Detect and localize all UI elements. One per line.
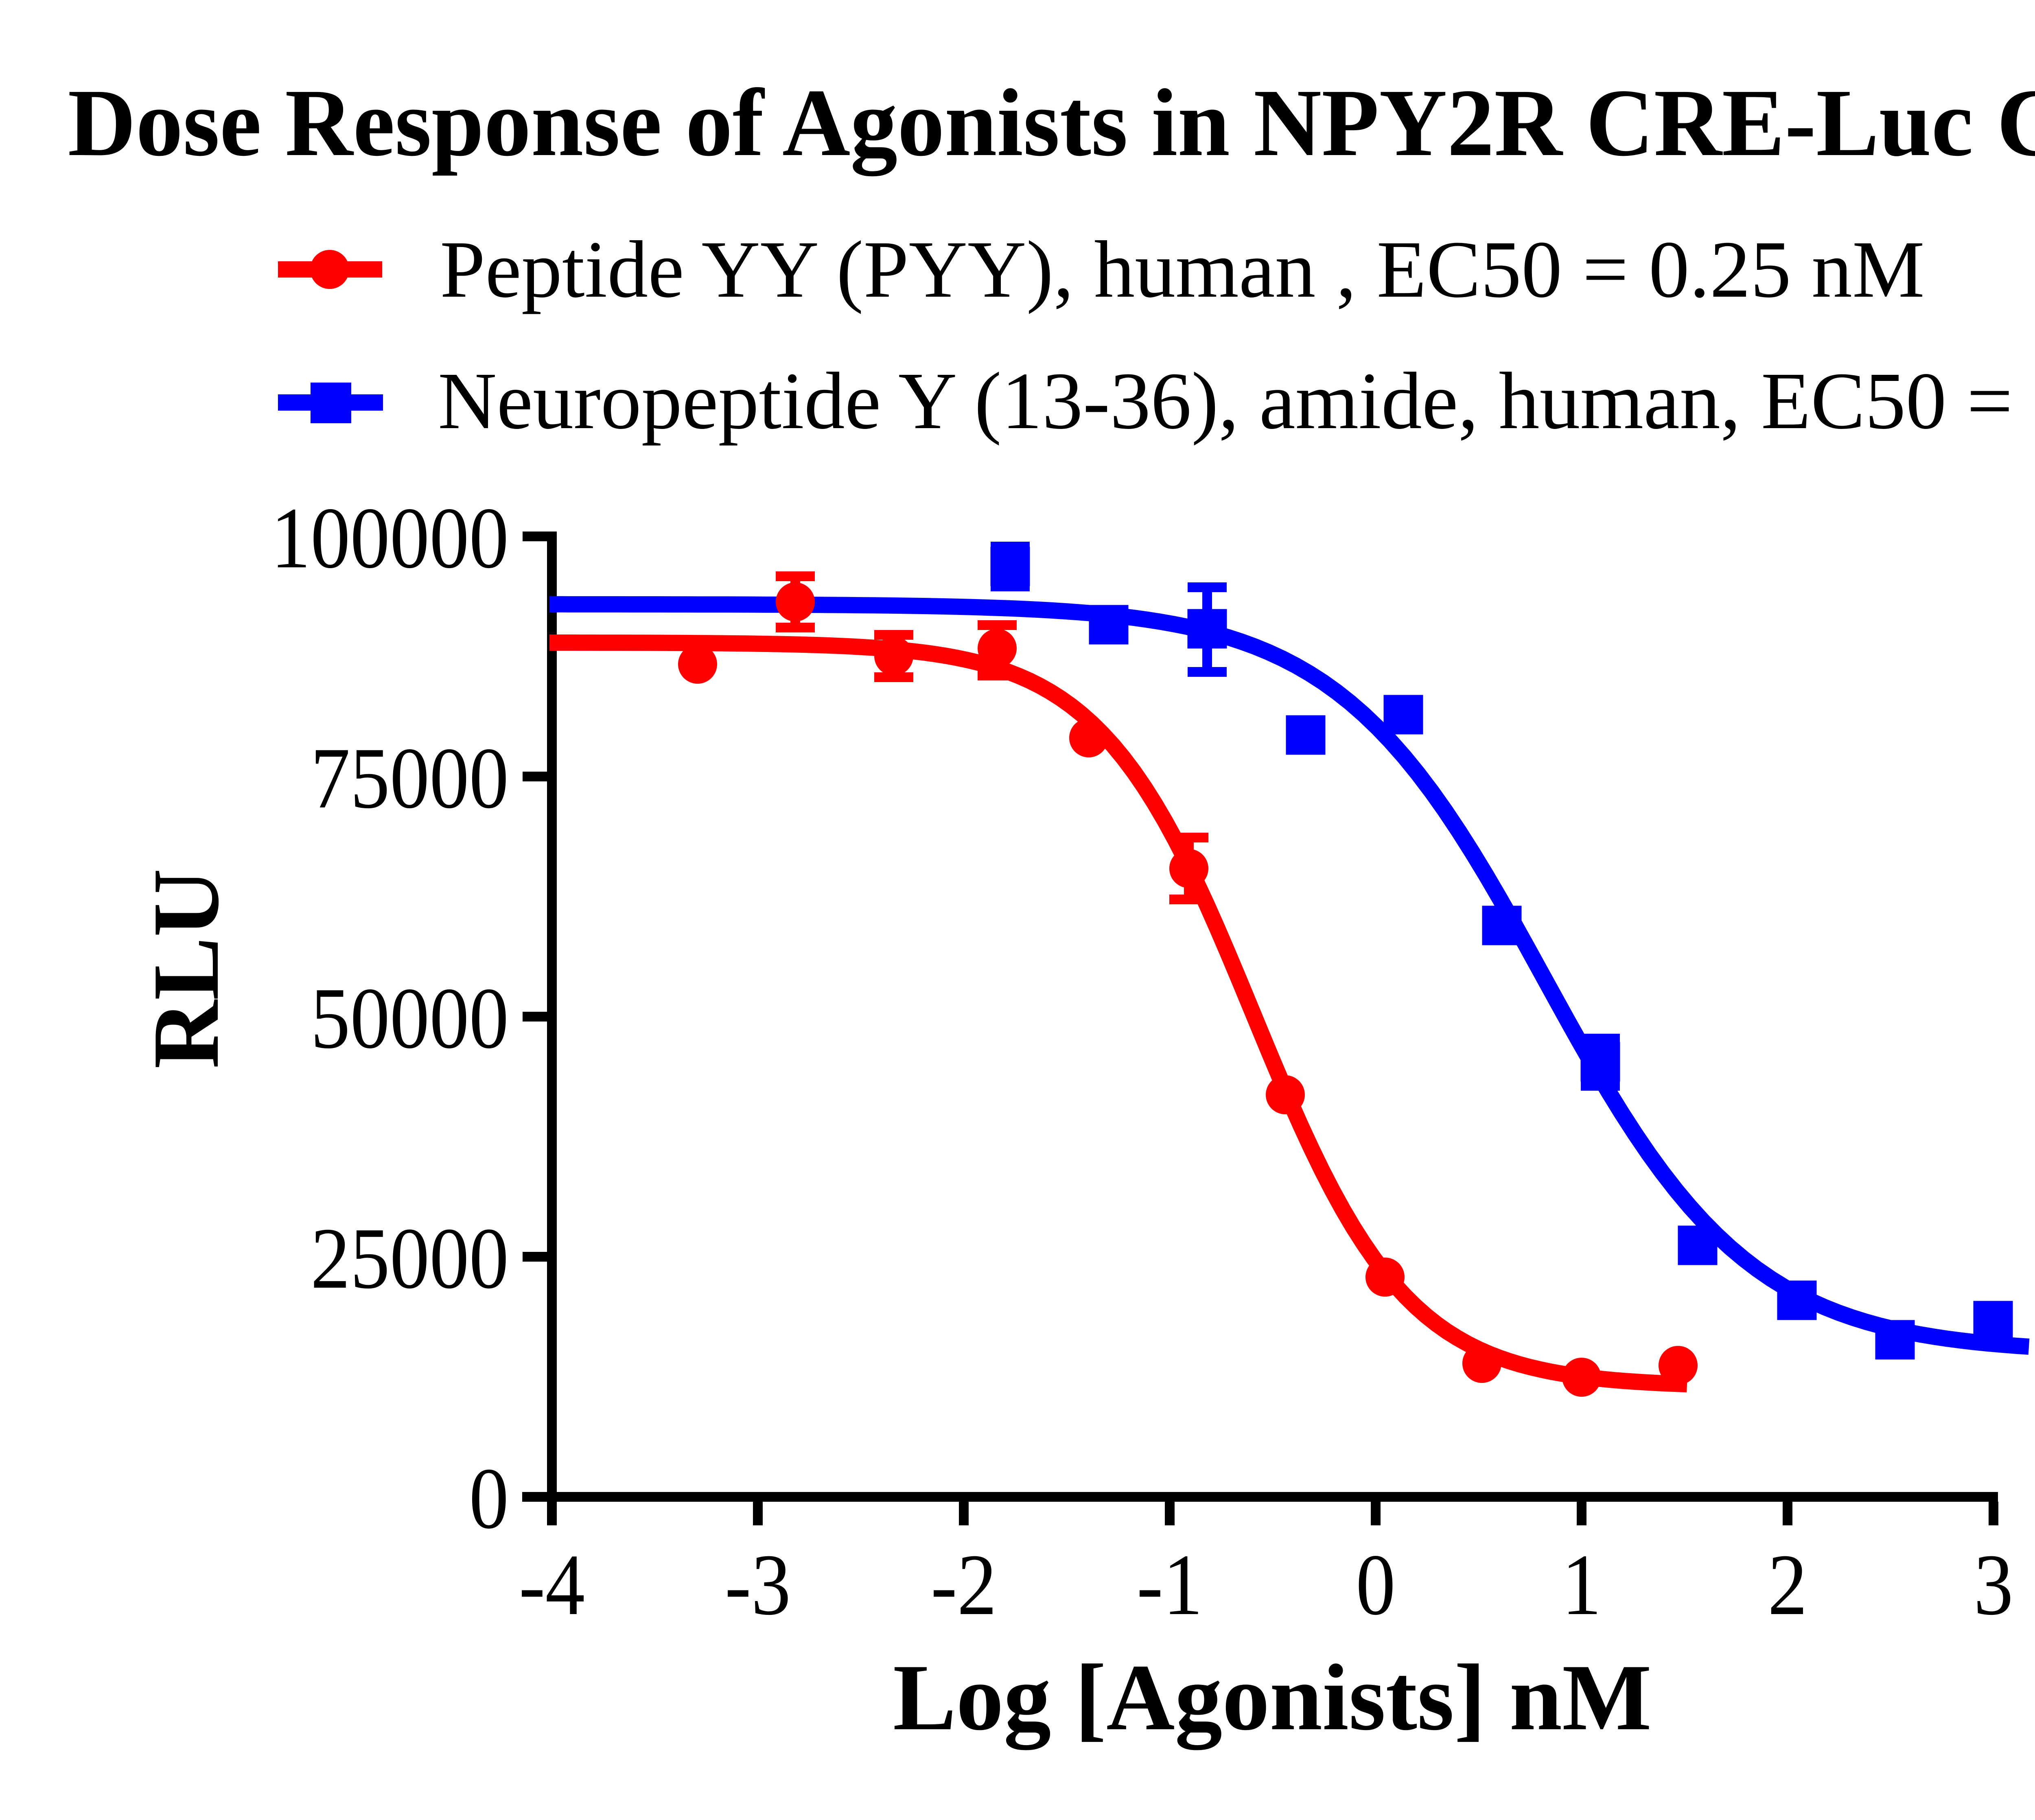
svg-text:-4: -4 <box>519 1536 585 1633</box>
svg-text:0: 0 <box>469 1450 509 1547</box>
svg-text:75000: 75000 <box>311 730 509 827</box>
svg-text:3: 3 <box>1974 1536 2013 1633</box>
svg-text:50000: 50000 <box>311 970 509 1067</box>
svg-text:0: 0 <box>1356 1536 1395 1633</box>
svg-text:Peptide YY (PYY), human , EC50: Peptide YY (PYY), human , EC50 = 0.25 nM <box>440 225 1925 315</box>
svg-text:2: 2 <box>1768 1536 1807 1633</box>
svg-text:Log [Agonists] nM: Log [Agonists] nM <box>893 1645 1652 1750</box>
svg-text:100000: 100000 <box>271 490 509 586</box>
svg-text:RLU: RLU <box>133 868 239 1069</box>
svg-text:-1: -1 <box>1137 1536 1203 1633</box>
svg-text:1: 1 <box>1562 1536 1601 1633</box>
svg-text:25000: 25000 <box>311 1210 509 1307</box>
svg-text:-3: -3 <box>725 1536 791 1633</box>
svg-text:Dose Response of Agonists in N: Dose Response of Agonists in NPY2R CRE-L… <box>68 69 2035 177</box>
svg-text:-2: -2 <box>931 1536 997 1633</box>
svg-text:Neuropeptide Y (13-36), amide,: Neuropeptide Y (13-36), amide, human, EC… <box>438 356 2035 446</box>
